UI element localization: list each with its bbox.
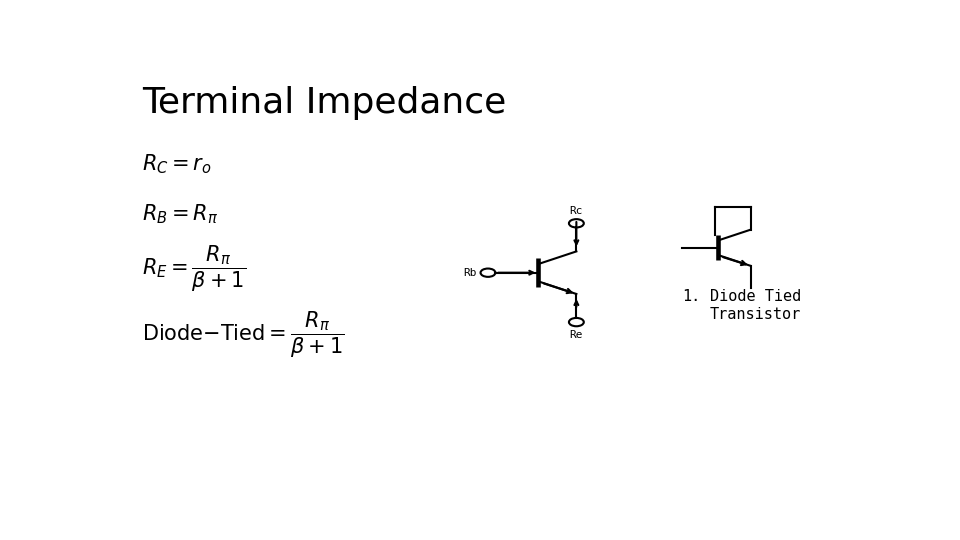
Text: $\mathrm{Diode{-}Tied} = \dfrac{R_{\pi}}{\beta+1}$: $\mathrm{Diode{-}Tied} = \dfrac{R_{\pi}}… bbox=[142, 310, 345, 360]
Text: 1.: 1. bbox=[682, 289, 700, 305]
Text: $R_C = r_o$: $R_C = r_o$ bbox=[142, 153, 212, 177]
Text: Re: Re bbox=[569, 329, 583, 340]
Text: Rc: Rc bbox=[569, 206, 583, 216]
Text: Diode Tied
Transistor: Diode Tied Transistor bbox=[710, 289, 802, 322]
Text: Terminal Impedance: Terminal Impedance bbox=[142, 85, 507, 119]
Text: Rb: Rb bbox=[464, 268, 477, 278]
Text: $R_E = \dfrac{R_{\pi}}{\beta+1}$: $R_E = \dfrac{R_{\pi}}{\beta+1}$ bbox=[142, 244, 247, 294]
Text: $R_B = R_{\pi}$: $R_B = R_{\pi}$ bbox=[142, 202, 219, 226]
